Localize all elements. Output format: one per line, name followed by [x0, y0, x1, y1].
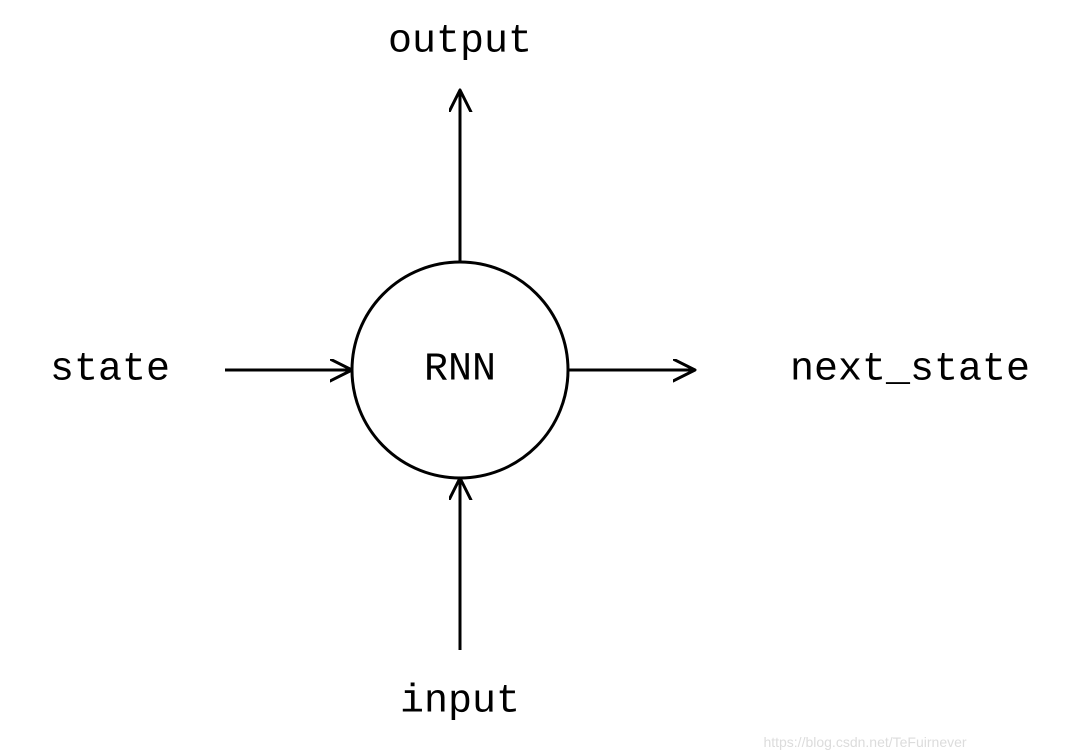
watermark-text: https://blog.csdn.net/TeFuirnever	[763, 734, 966, 750]
label-right: next_state	[790, 348, 1030, 393]
label-left: state	[50, 348, 170, 393]
label-center: RNN	[424, 348, 496, 393]
label-bottom: input	[400, 680, 520, 725]
label-top: output	[388, 20, 532, 65]
